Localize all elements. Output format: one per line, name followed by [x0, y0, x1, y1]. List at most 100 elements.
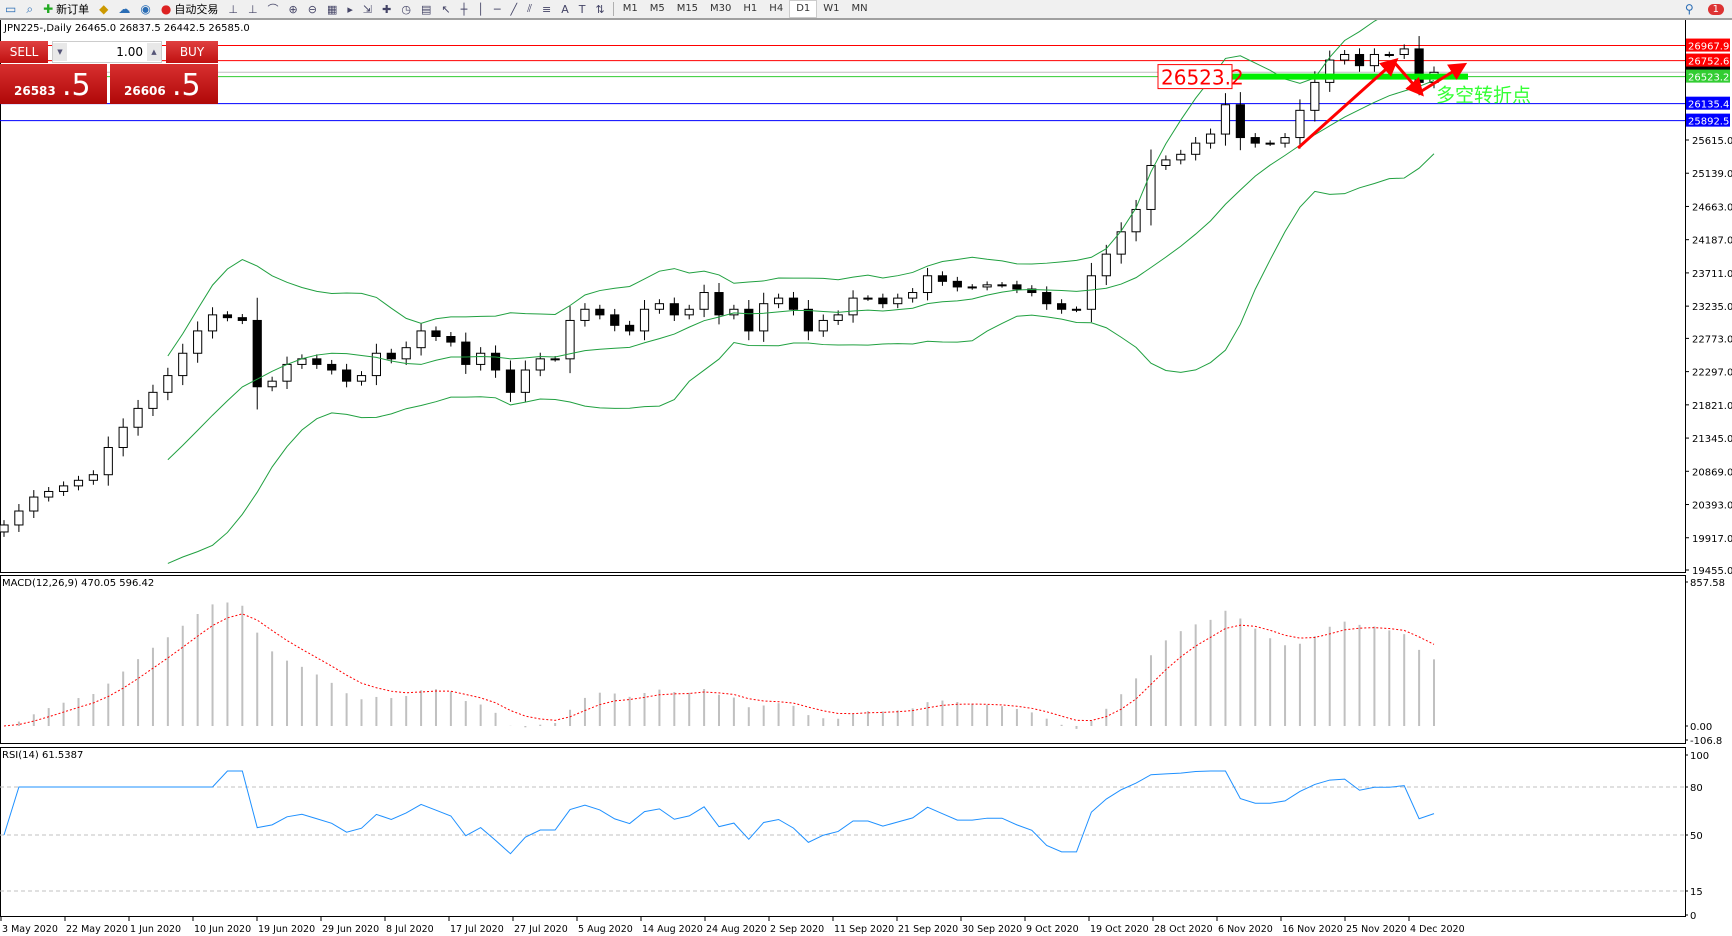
toolbar-button-signal[interactable]: ◉ — [135, 1, 155, 17]
toolbar-tool-icon[interactable]: ↖ — [441, 2, 451, 16]
bear-candle — [1012, 284, 1022, 290]
sell-button[interactable]: SELL — [0, 41, 48, 63]
toolbar-tool-icon[interactable]: ⊖ — [307, 2, 317, 16]
date-label: 11 Sep 2020 — [834, 924, 894, 935]
bull-candle — [982, 284, 992, 288]
toolbar-tool-icon[interactable]: ✚ — [382, 2, 392, 16]
toolbar-tool-icon[interactable]: ⇅ — [595, 2, 605, 16]
level-price-label: 26967.9 — [1688, 42, 1729, 53]
toolbar-tool-icon[interactable]: T — [578, 2, 586, 16]
toolbar-tool-icon[interactable]: ╱ — [510, 2, 518, 16]
rsi-tick-label: 100 — [1690, 751, 1709, 762]
search-icon[interactable]: ⚲ — [1684, 2, 1694, 16]
bid-price-marker — [1686, 66, 1730, 73]
timeframe-m5[interactable]: M5 — [649, 3, 665, 14]
bear-candle — [788, 297, 799, 310]
trend-arrow — [1296, 57, 1399, 150]
price-tick-label: 25615.0 — [1692, 136, 1732, 147]
toolbar-tool-icon[interactable]: ▦ — [326, 2, 338, 16]
lot-size-input[interactable]: ▼ 1.00 ▲ — [52, 41, 162, 63]
price-tick-label: 21821.0 — [1692, 401, 1732, 412]
increase-lots-button[interactable]: ▲ — [147, 43, 161, 61]
sell-price-button[interactable]: 26583 .5 — [0, 64, 107, 104]
toolbar-tool-icon[interactable]: ⫽ — [527, 2, 532, 15]
bull-candle — [1280, 137, 1290, 144]
toolbar-button-server[interactable]: ☁ — [113, 1, 135, 17]
toolbar-tool-icon[interactable]: ⊕ — [288, 2, 298, 16]
date-label: 4 Dec 2020 — [1410, 924, 1465, 935]
date-label: 25 Nov 2020 — [1346, 924, 1407, 935]
price-tick-label: 24187.0 — [1692, 236, 1732, 247]
bull-candle — [967, 286, 977, 289]
date-label: 2 Sep 2020 — [770, 924, 824, 935]
timeframe-h4[interactable]: H4 — [769, 3, 784, 14]
toolbar-button-zoom[interactable]: ⌕ — [21, 1, 38, 17]
toolbar-tool-icon[interactable]: ⌒ — [267, 3, 279, 16]
timeframe-w1[interactable]: W1 — [823, 3, 840, 14]
toolbar-tool-icon[interactable]: ⊥ — [247, 2, 258, 16]
bear-candle — [490, 352, 501, 371]
turning-point-bar — [1232, 73, 1468, 80]
toolbar-tool-icon[interactable]: ≡ — [541, 2, 552, 16]
buy-button[interactable]: BUY — [166, 41, 218, 63]
timeframe-d1[interactable]: D1 — [789, 0, 818, 18]
bull-candle — [356, 375, 367, 382]
lot-size-value[interactable]: 1.00 — [116, 45, 143, 59]
buy-price-button[interactable]: 26606 .5 — [110, 64, 218, 104]
bull-candle — [1205, 133, 1216, 144]
rsi-line — [3, 770, 1435, 855]
trend-arrow — [1392, 61, 1424, 97]
level-price-label: 25892.5 — [1688, 117, 1729, 128]
timeframe-h1[interactable]: H1 — [743, 3, 758, 14]
timeframe-mn[interactable]: MN — [851, 3, 868, 14]
toolbar-button-gold[interactable]: ◆ — [94, 1, 113, 17]
bull-candle — [1176, 153, 1186, 161]
toolbar-button-auto-trading[interactable]: ● 自动交易 — [156, 1, 223, 17]
bull-candle — [1086, 275, 1096, 310]
toolbar-tool-icon[interactable]: ⇲ — [362, 2, 373, 16]
buy-price-decimal: .5 — [172, 68, 201, 103]
toolbar-tool-icon[interactable]: ◷ — [401, 2, 411, 16]
date-label: 22 May 2020 — [66, 924, 128, 935]
price-tick-label: 20393.0 — [1692, 501, 1732, 512]
zoom-icon: ⌕ — [26, 2, 34, 16]
bull-candle — [1369, 53, 1380, 67]
toolbar-tool-icon[interactable]: ▤ — [420, 2, 432, 16]
bear-candle — [222, 314, 233, 319]
toolbar-tool-icon[interactable]: A — [561, 2, 569, 16]
price-tick-label: 22773.0 — [1692, 334, 1732, 345]
macd-tick-label: -106.8 — [1690, 736, 1722, 747]
bull-candle — [1310, 81, 1320, 111]
bull-candle — [1101, 253, 1111, 277]
bull-candle — [1295, 109, 1305, 139]
notification-badge[interactable]: 1 — [1707, 3, 1724, 15]
bull-candle — [1161, 159, 1171, 166]
timeframe-m30[interactable]: M30 — [710, 3, 732, 14]
rsi-tick-label: 80 — [1690, 783, 1703, 794]
toolbar-tool-icon[interactable]: ▸ — [347, 2, 353, 16]
bull-candle — [773, 297, 784, 305]
date-label: 27 Jul 2020 — [514, 924, 568, 935]
toolbar-tool-icon[interactable]: ⊥ — [228, 2, 238, 16]
bull-candle — [818, 319, 828, 332]
price-tick-label: 24663.0 — [1692, 202, 1732, 213]
bull-candle — [1131, 208, 1141, 233]
bull-candle — [1191, 142, 1201, 155]
decrease-lots-button[interactable]: ▼ — [53, 43, 67, 61]
price-tick-label: 22297.0 — [1692, 368, 1732, 379]
toolbar-button-new-chart[interactable]: ▭ — [0, 1, 21, 17]
bull-candle — [863, 297, 873, 300]
toolbar-tool-icon[interactable]: ─ — [493, 2, 501, 16]
main-pane-border — [0, 19, 1686, 573]
level-price-tag — [1686, 38, 1730, 52]
timeframe-m15[interactable]: M15 — [676, 3, 699, 14]
bull-candle — [550, 358, 560, 361]
level-price-label: 26523.2 — [1688, 73, 1729, 84]
toolbar-button-new-order[interactable]: ✚ 新订单 — [38, 1, 94, 17]
toolbar-tool-icon[interactable]: │ — [477, 2, 484, 16]
timeframe-m1[interactable]: M1 — [622, 3, 638, 14]
annotation-price-box — [1157, 64, 1233, 90]
bull-candle — [207, 314, 218, 332]
toolbar-tool-icon[interactable]: ┼ — [460, 2, 468, 16]
